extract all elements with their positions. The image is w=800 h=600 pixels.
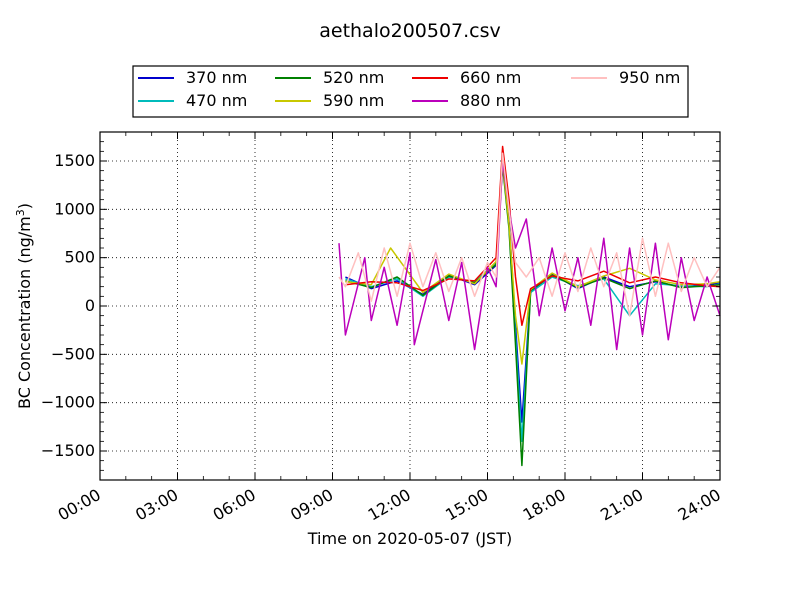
y-tick-label: 1500 [54, 151, 95, 170]
legend-frame [132, 65, 689, 118]
legend-label-590-nm: 590 nm [323, 91, 384, 110]
chart-title: aethalo200507.csv [319, 20, 501, 42]
y-axis-label-close: ) [15, 203, 34, 209]
x-tick-label: 21:00 [597, 485, 646, 525]
y-tick-label: 0 [85, 296, 95, 315]
legend-label-880-nm: 880 nm [460, 91, 521, 110]
y-tick-label: −500 [51, 344, 95, 363]
x-tick-label: 12:00 [365, 485, 414, 525]
x-tick-label: 06:00 [210, 485, 259, 525]
y-axis-label: BC Concentration (ng/m3) [14, 203, 34, 409]
legend-label-520-nm: 520 nm [323, 68, 384, 87]
ticks: 00:00 03:00 06:00 09:00 12:00 15:00 18:00 21:00… [41, 131, 724, 525]
x-tick-label: 09:00 [287, 485, 336, 525]
legend-label-660-nm: 660 nm [460, 68, 521, 87]
series-line-950-nm [338, 152, 721, 317]
x-axis-label: Time on 2020-05-07 (JST) [307, 529, 512, 548]
y-tick-label: −1000 [41, 393, 95, 412]
x-tick-label: 03:00 [132, 485, 181, 525]
y-tick-label: 500 [64, 248, 95, 267]
y-axis-label-sup: 3 [14, 209, 27, 216]
y-axis-label-main: BC Concentration (ng/m [15, 216, 34, 409]
grid [99, 132, 721, 480]
x-tick-label: 18:00 [520, 485, 569, 525]
series-line-520-nm [345, 165, 721, 467]
legend-label-470-nm: 470 nm [186, 91, 247, 110]
legend: 370 nm 470 nm 520 nm 590 nm 660 nm 880 nm 950 … [132, 65, 689, 118]
series-lines [338, 145, 721, 467]
y-tick-label: 1000 [54, 199, 95, 218]
y-tick-label: −1500 [41, 441, 95, 460]
legend-label-370-nm: 370 nm [186, 68, 247, 87]
x-tick-label: 24:00 [675, 485, 724, 525]
legend-label-950-nm: 950 nm [619, 68, 680, 87]
x-tick-label: 00:00 [55, 485, 104, 525]
x-tick-label: 15:00 [442, 485, 491, 525]
